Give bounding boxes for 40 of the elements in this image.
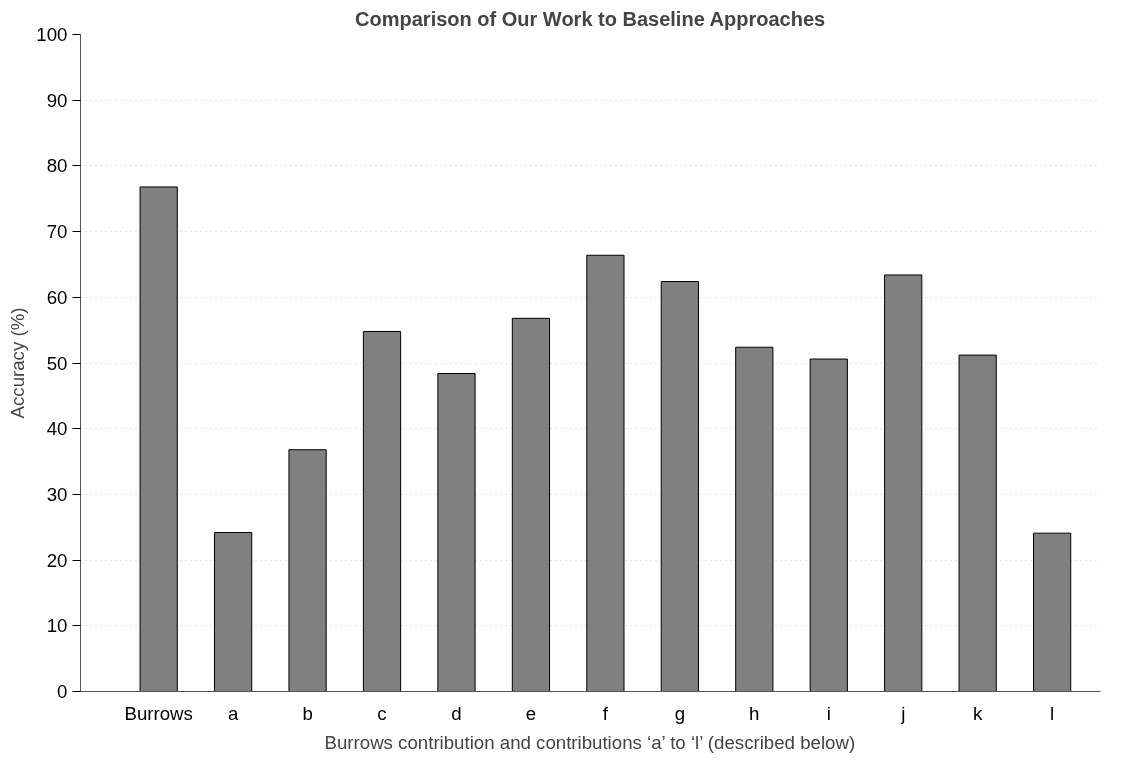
x-tick-label: i: [826, 702, 831, 724]
chart-title: Comparison of Our Work to Baseline Approaches: [355, 7, 826, 30]
x-tick-label: f: [602, 702, 609, 724]
bar: [362, 330, 402, 692]
x-tick-label: j: [900, 702, 906, 724]
x-tick-label: a: [227, 702, 239, 724]
bar: [586, 254, 625, 692]
bar: [288, 449, 327, 692]
x-tick-label: l: [1050, 702, 1055, 724]
x-axis-title: Burrows contribution and contributions ‘a’ to ‘l’ (described below): [324, 731, 856, 753]
x-tick-label: g: [674, 702, 686, 724]
bar: [735, 346, 774, 692]
y-tick-label: 30: [46, 483, 68, 505]
y-tick-label: 100: [36, 24, 68, 45]
bar: [139, 186, 178, 692]
x-tick-label: k: [972, 702, 983, 724]
bar: [884, 274, 923, 692]
x-tick-label: b: [302, 702, 313, 724]
y-tick-label: 10: [46, 615, 68, 637]
bar: [1032, 532, 1072, 692]
x-tick-label: e: [525, 702, 537, 724]
y-axis-title: Accuracy (%): [7, 307, 29, 419]
x-tick-label: h: [749, 702, 760, 724]
y-tick-label: 0: [57, 681, 68, 702]
y-tick-label: 20: [46, 549, 68, 571]
x-tick-label: c: [377, 702, 387, 724]
bar: [809, 358, 848, 692]
y-tick-label: 50: [46, 352, 68, 374]
y-tick-label: 70: [46, 221, 68, 243]
y-tick-label: 80: [46, 155, 68, 177]
bar: [214, 532, 253, 692]
x-tick-label: d: [451, 702, 462, 724]
bar: [437, 373, 476, 692]
bar: [660, 281, 699, 692]
y-tick-label: 90: [46, 89, 68, 111]
x-tick-label: Burrows: [124, 702, 193, 724]
bar: [511, 317, 551, 692]
y-tick-label: 40: [46, 418, 68, 440]
y-tick-label: 60: [46, 286, 68, 308]
bar: [958, 354, 997, 692]
